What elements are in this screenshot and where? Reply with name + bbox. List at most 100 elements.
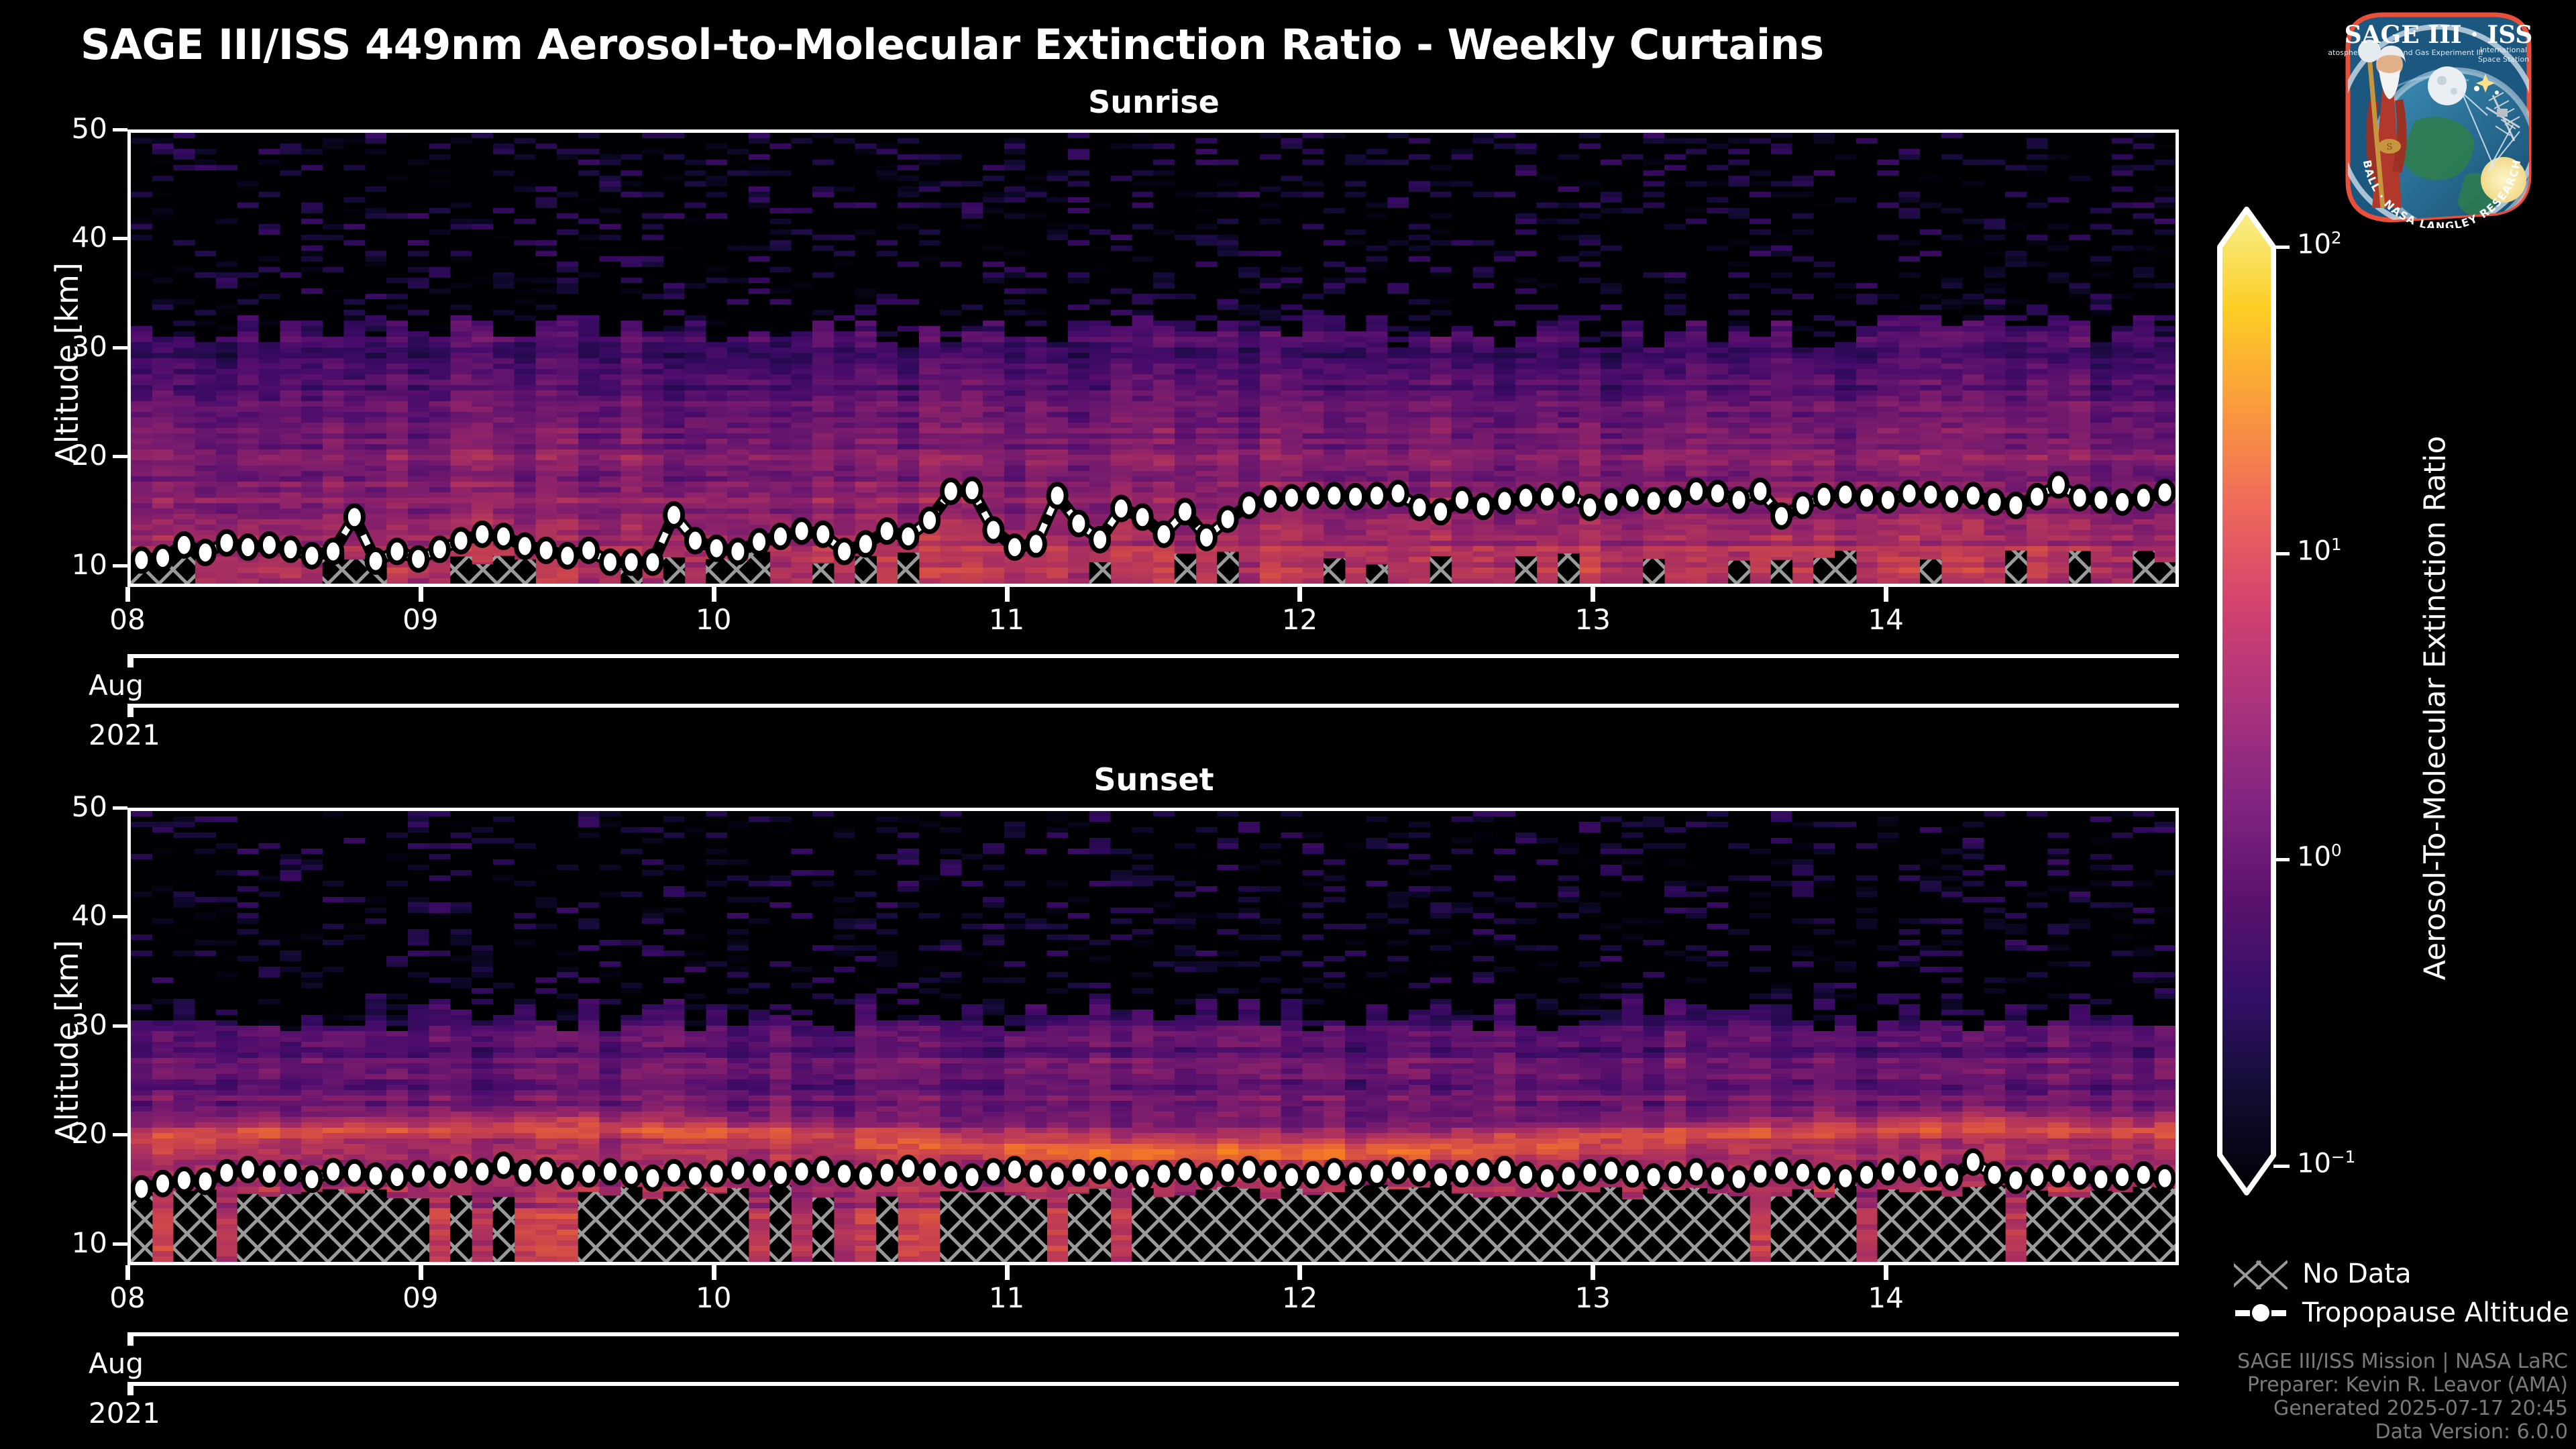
tropopause-marker (237, 1155, 260, 1183)
no-data-block (1770, 1196, 1793, 1262)
no-data-block (322, 1189, 345, 1262)
tropopause-marker (1727, 1165, 1750, 1193)
tropopause-marker (301, 541, 323, 570)
tropopause-marker (1856, 1161, 1878, 1189)
no-data-block (1728, 560, 1750, 584)
tropopause-marker (1834, 1164, 1857, 1192)
y-tick-20 (113, 1133, 127, 1137)
tropopause-marker (1600, 1157, 1623, 1185)
x-tick-label-09: 09 (402, 1281, 439, 1314)
x-tick-08 (125, 1265, 130, 1280)
tropopause-marker (172, 531, 195, 559)
tropopause-marker (1515, 484, 1538, 512)
tropopause-marker (1387, 480, 1409, 508)
tropopause-marker (279, 1159, 302, 1187)
no-data-block (1089, 1189, 1112, 1262)
tropopause-marker (833, 537, 856, 566)
tropopause-marker (152, 1169, 174, 1197)
tropopause-marker (1280, 1163, 1303, 1191)
no-data-block (940, 1191, 962, 1262)
footer-line-1: SAGE III/ISS Mission | NASA LaRC (2237, 1350, 2568, 1373)
tropopause-marker (1621, 1160, 1644, 1188)
tropopause-marker (1067, 1159, 1090, 1187)
x-tick-label-08: 08 (109, 1281, 146, 1314)
tropopause-marker (343, 503, 366, 531)
tropopause-marker (1941, 485, 1964, 513)
no-data-block (2133, 551, 2155, 584)
no-data-block (2090, 1191, 2112, 1262)
no-data-block (769, 1185, 792, 1262)
tropopause-marker (1110, 1161, 1132, 1189)
tropopause-marker (1600, 488, 1623, 516)
tropopause-marker (1791, 1159, 1814, 1187)
y-tick-40 (113, 237, 127, 241)
no-data-block (812, 563, 835, 584)
no-data-block (1984, 1185, 2006, 1262)
tropopause-marker (364, 1162, 387, 1190)
no-data-block (1515, 1197, 1538, 1262)
no-data-block (1089, 562, 1112, 584)
tropopause-marker (1664, 1161, 1686, 1189)
tropopause-marker (961, 1163, 983, 1191)
tropopause-marker (1152, 1160, 1175, 1188)
colorbar-label: Aerosol-To-Molecular Extinction Ratio (2418, 435, 2453, 981)
heatmap-sunrise[interactable] (127, 129, 2179, 587)
tropopause-marker (1919, 480, 1942, 508)
tropopause-marker (1876, 1158, 1899, 1186)
no-data-block (1132, 1188, 1154, 1262)
tropopause-marker (194, 539, 217, 567)
tropopause-marker (1323, 1158, 1346, 1186)
no-data-block (2154, 562, 2176, 584)
tropopause-marker (152, 544, 174, 572)
y-tick-label-40: 40 (71, 899, 107, 932)
tropopause-marker (1430, 1163, 1452, 1191)
no-data-block (450, 1195, 472, 1262)
x-tick-label-09: 09 (402, 603, 439, 636)
tropopause-marker (2153, 1164, 2176, 1192)
no-data-block (1217, 1187, 1239, 1262)
hatch-swatch-icon (2234, 1258, 2288, 1289)
no-data-block (1962, 1187, 1984, 1262)
tropopause-marker (2153, 478, 2176, 506)
y-tick-label-20: 20 (71, 439, 107, 472)
tropopause-marker (982, 516, 1005, 544)
tropopause-marker (1493, 487, 1516, 515)
tropopause-marker (1515, 1161, 1538, 1189)
no-data-block (173, 1191, 195, 1262)
no-data-block (407, 1198, 430, 1262)
no-data-block (1835, 1185, 1857, 1262)
legend-item-tropopause[interactable]: Tropopause Altitude (2234, 1293, 2569, 1332)
no-data-block (621, 1187, 643, 1262)
colorbar[interactable] (2209, 188, 2290, 1214)
x-tick-09 (418, 1265, 423, 1280)
x-tick-label-14: 14 (1868, 603, 1904, 636)
colorbar-tick-label-10: 101 (2297, 534, 2342, 566)
no-data-block (2026, 1190, 2049, 1262)
tropopause-marker (1301, 482, 1324, 510)
no-data-block (1302, 1195, 1324, 1262)
no-data-block (2005, 550, 2027, 584)
tropopause-marker (1578, 493, 1601, 521)
tropopause-marker (131, 1175, 153, 1203)
tropopause-marker (812, 1155, 835, 1183)
tropopause-marker (684, 527, 706, 555)
legend-item-no-data[interactable]: No Data (2234, 1254, 2569, 1293)
tropopause-marker (1898, 1155, 1921, 1183)
colorbar-tick-label-100: 102 (2297, 228, 2342, 260)
colorbar-tick-100 (2273, 246, 2290, 249)
tropopause-marker (556, 541, 579, 570)
colorbar-tick-label-1: 100 (2297, 841, 2342, 873)
tropopause-marker (407, 1160, 430, 1188)
x-tick-label-11: 11 (988, 1281, 1025, 1314)
no-data-block (2069, 551, 2091, 584)
tropopause-marker (471, 520, 494, 548)
no-data-block (1195, 1189, 1218, 1262)
tropopause-marker (2132, 1161, 2155, 1189)
tropopause-marker (1089, 525, 1112, 553)
no-data-block (1643, 559, 1665, 584)
legend-label-tropopause: Tropopause Altitude (2302, 1297, 2569, 1328)
tropopause-marker (748, 528, 771, 556)
tropopause-marker (1408, 493, 1431, 521)
no-data-block (1217, 551, 1239, 584)
heatmap-sunset[interactable] (127, 808, 2179, 1265)
